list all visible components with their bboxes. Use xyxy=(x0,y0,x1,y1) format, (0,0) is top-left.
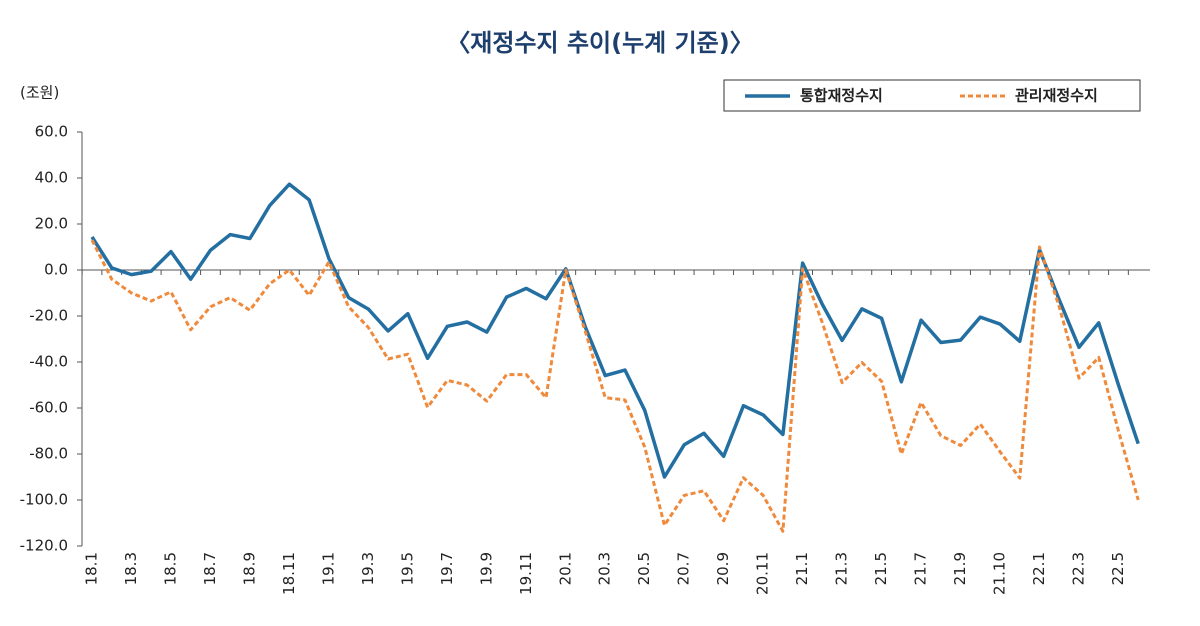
x-tick-label: 20.3 xyxy=(596,552,614,585)
x-tick-label: 19.7 xyxy=(438,552,456,585)
x-tick-label: 18.7 xyxy=(201,552,219,585)
y-tick-label: -40.0 xyxy=(29,353,68,371)
x-tick-label: 20.7 xyxy=(675,552,693,585)
y-tick-label: -60.0 xyxy=(29,399,68,417)
x-tick-label: 21.3 xyxy=(833,552,851,585)
series-line xyxy=(90,239,1140,533)
x-tick-label: 19.11 xyxy=(517,552,535,595)
x-tick-label: 18.9 xyxy=(240,552,258,585)
y-tick-label: -120.0 xyxy=(20,537,68,555)
legend-label: 통합재정수지 xyxy=(800,87,883,105)
y-tick-label: -100.0 xyxy=(20,491,68,509)
legend-label: 관리재정수지 xyxy=(1015,87,1098,105)
x-tick-label: 21.7 xyxy=(912,552,930,585)
x-tick-label: 22.5 xyxy=(1109,552,1127,585)
x-tick-label: 20.11 xyxy=(754,552,772,595)
x-tick-label: 22.1 xyxy=(1030,552,1048,585)
y-unit: (조원) xyxy=(20,84,59,102)
y-tick-label: -20.0 xyxy=(29,307,68,325)
chart-title: 〈재정수지 추이(누계 기준)〉 xyxy=(446,29,753,57)
x-tick-label: 18.11 xyxy=(280,552,298,595)
x-tick-label: 18.3 xyxy=(122,552,140,585)
x-tick-label: 19.9 xyxy=(477,552,495,585)
x-tick-label: 19.5 xyxy=(398,552,416,585)
x-tick-label: 19.1 xyxy=(319,552,337,585)
x-tick-label: 18.5 xyxy=(161,552,179,585)
x-tick-label: 21.10 xyxy=(991,552,1009,595)
x-tick-label: 20.1 xyxy=(556,552,574,585)
y-tick-label: 40.0 xyxy=(35,169,68,187)
y-tick-label: 60.0 xyxy=(35,123,68,141)
y-tick-label: 20.0 xyxy=(35,215,68,233)
x-tick-label: 21.5 xyxy=(872,552,890,585)
x-tick-label: 21.9 xyxy=(951,552,969,585)
x-tick-label: 21.1 xyxy=(793,552,811,585)
y-tick-label: -80.0 xyxy=(29,445,68,463)
legend-box xyxy=(723,79,1141,112)
x-tick-label: 22.3 xyxy=(1070,552,1088,585)
x-tick-label: 20.5 xyxy=(635,552,653,585)
x-tick-label: 18.1 xyxy=(83,552,101,585)
x-tick-label: 19.3 xyxy=(359,552,377,585)
x-tick-label: 20.9 xyxy=(714,552,732,585)
y-tick-label: 0.0 xyxy=(44,261,68,279)
series-line xyxy=(90,182,1140,479)
